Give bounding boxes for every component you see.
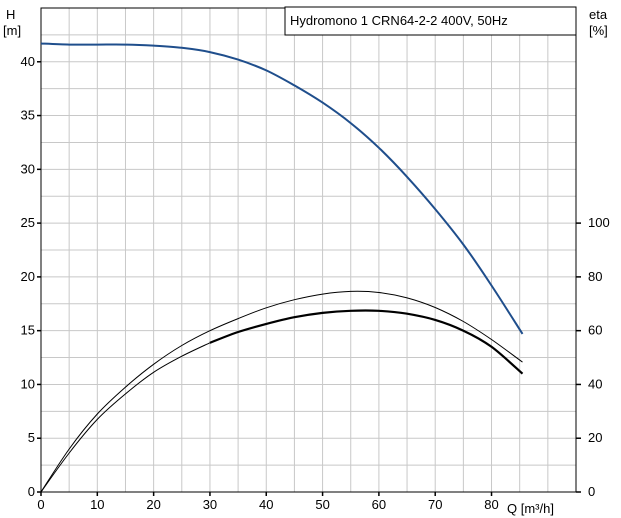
left-tick-label: 20 (21, 269, 35, 284)
x-tick-label: 50 (315, 497, 329, 512)
right-axis-ticks: 0 20 40 60 80 100 (576, 215, 610, 499)
left-axis-label: H (6, 7, 15, 22)
x-axis-label: Q [m³/h] (507, 501, 554, 516)
left-axis-ticks: 0 5 10 15 20 25 30 35 40 (21, 54, 41, 499)
grid (41, 8, 576, 492)
right-tick-label: 80 (588, 269, 602, 284)
right-tick-label: 60 (588, 323, 602, 338)
x-tick-label: 80 (484, 497, 498, 512)
title-box (284, 6, 577, 36)
x-tick-label: 20 (146, 497, 160, 512)
left-tick-label: 25 (21, 215, 35, 230)
series-line-2 (40, 290, 523, 493)
left-tick-label: 0 (28, 484, 35, 499)
chart-title: Hydromono 1 CRN64-2-2 400V, 50Hz (290, 13, 508, 28)
right-tick-label: 0 (588, 484, 595, 499)
series-line-1 (40, 42, 524, 335)
right-tick-label: 100 (588, 215, 610, 230)
series-line-4 (209, 309, 524, 375)
series-layer (40, 42, 524, 493)
right-axis-label: eta (589, 7, 608, 22)
x-axis-ticks: 0 10 20 30 40 50 60 70 80 (37, 492, 499, 512)
left-tick-label: 15 (21, 323, 35, 338)
left-tick-label: 10 (21, 376, 35, 391)
left-tick-label: 5 (28, 430, 35, 445)
x-tick-label: 10 (90, 497, 104, 512)
left-tick-label: 35 (21, 108, 35, 123)
left-tick-label: 30 (21, 161, 35, 176)
left-tick-label: 40 (21, 54, 35, 69)
x-tick-label: 30 (203, 497, 217, 512)
x-tick-label: 40 (259, 497, 273, 512)
x-tick-label: 60 (372, 497, 386, 512)
x-tick-label: 70 (428, 497, 442, 512)
series-line-3 (40, 342, 211, 493)
x-tick-label: 0 (37, 497, 44, 512)
right-tick-label: 20 (588, 430, 602, 445)
right-tick-label: 40 (588, 376, 602, 391)
left-axis-unit: [m] (3, 23, 21, 38)
right-axis-unit: [%] (589, 23, 608, 38)
